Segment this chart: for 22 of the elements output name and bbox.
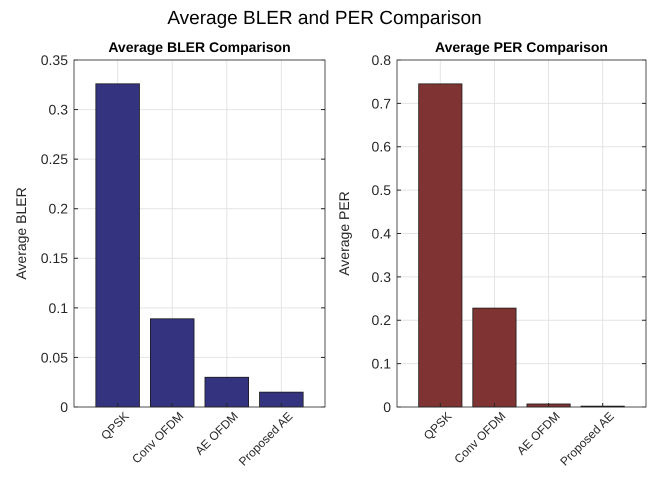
y-tick-label: 0.05 [40,349,68,366]
y-tick-label: 0.35 [40,52,68,68]
y-tick-label: 0.3 [372,268,392,285]
y-axis-title: Average PER [336,191,352,276]
y-tick-label: 0.2 [372,312,392,328]
y-tick-label: 0 [383,398,392,415]
text: Average BLER and PER Comparison [167,8,482,29]
y-tick-label: 0.1 [372,356,392,372]
y-tick-label: 0.3 [48,101,68,118]
chart-title: Average BLER Comparison [108,39,291,55]
y-tick-label: 0.4 [372,225,392,242]
y-tick-label: 0.5 [372,182,392,198]
y-tick-label: 0.6 [372,138,392,155]
y-tick-label: 0.7 [372,95,392,112]
y-tick-label: 0.1 [48,300,68,316]
chart-title: Average PER Comparison [435,39,608,55]
y-tick-label: 0.8 [372,52,392,68]
y-tick-label: 0.2 [48,200,68,217]
y-axis-title: Average BLER [13,187,29,280]
y-tick-label: 0 [60,398,68,415]
y-tick-label: 0.25 [40,151,68,168]
y-tick-label: 0.15 [40,250,68,266]
